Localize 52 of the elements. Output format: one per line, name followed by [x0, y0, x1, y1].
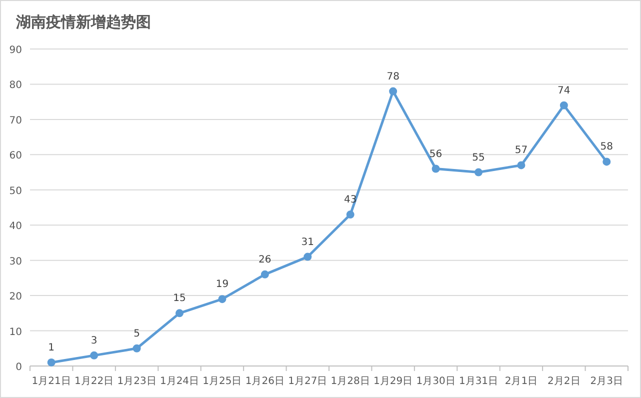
point	[560, 101, 568, 110]
data-label: 3	[90, 335, 98, 346]
x-tick-label: 1月21日	[32, 376, 71, 387]
x-tick-label: 1月24日	[160, 376, 200, 387]
data-label: 57	[514, 145, 528, 156]
x-tick-label: 1月22日	[74, 376, 114, 387]
y-tick-label: 70	[9, 115, 22, 126]
x-tick-label: 2月1日	[504, 376, 538, 387]
y-tick-label: 90	[9, 45, 22, 56]
data-label: 1	[48, 342, 55, 354]
x-tick-label: 1月27日	[288, 376, 328, 387]
point	[47, 358, 56, 366]
point	[132, 344, 141, 352]
y-tick-label: 30	[9, 256, 22, 268]
point	[218, 295, 226, 304]
point	[474, 168, 482, 176]
x-tick-label: 1月26日	[245, 376, 284, 387]
x-tick-label: 1月25日	[202, 376, 242, 387]
y-tick-label: 80	[9, 80, 22, 92]
y-tick-label: 40	[9, 221, 22, 232]
point	[304, 252, 312, 261]
point	[517, 161, 526, 170]
point	[389, 87, 398, 96]
data-label: 26	[258, 254, 272, 266]
x-tick-label: 1月30日	[416, 376, 456, 387]
point	[346, 210, 354, 219]
data-label: 55	[472, 152, 485, 164]
y-tick-label: 10	[9, 326, 22, 338]
y-tick-label: 50	[9, 186, 22, 197]
x-tick-label: 1月23日	[117, 376, 156, 387]
point	[90, 351, 98, 360]
data-label: 15	[173, 293, 186, 304]
x-tick-label: 1月28日	[330, 376, 370, 387]
data-label: 31	[301, 236, 314, 248]
data-label: 58	[600, 142, 614, 153]
y-tick-label: 0	[16, 362, 22, 373]
data-label: 56	[429, 148, 442, 160]
data-label: 5	[134, 328, 140, 340]
y-tick-label: 20	[9, 292, 22, 303]
point	[602, 158, 611, 166]
x-tick-label: 2月3日	[590, 376, 624, 387]
point	[176, 309, 184, 318]
y-tick-label: 60	[9, 150, 22, 162]
x-tick-label: 1月29日	[374, 376, 413, 387]
data-label: 78	[386, 71, 400, 82]
point	[260, 270, 269, 278]
x-tick-label: 2月2日	[548, 376, 580, 387]
point	[432, 164, 440, 173]
x-tick-label: 1月31日	[458, 376, 498, 387]
chart-title: 湖南疫情新增趋势图	[15, 13, 151, 31]
data-label: 74	[558, 85, 570, 96]
data-label: 19	[216, 279, 229, 290]
